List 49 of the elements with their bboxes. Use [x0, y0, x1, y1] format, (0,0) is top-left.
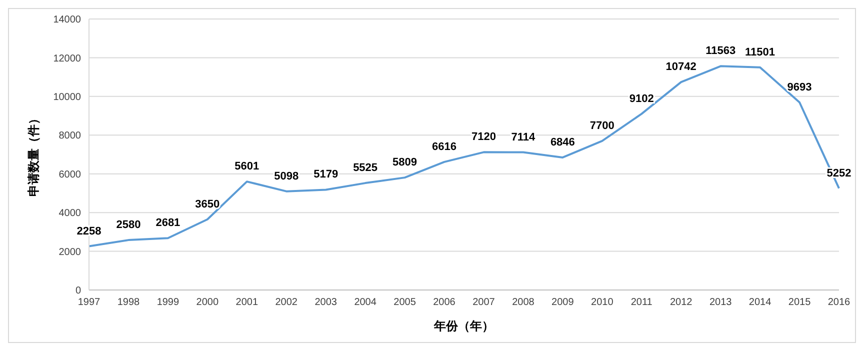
data-label: 5525	[353, 162, 378, 174]
data-label: 6846	[550, 136, 575, 148]
data-label: 9693	[787, 81, 812, 94]
data-label: 2580	[116, 219, 141, 232]
x-tick-label: 2014	[748, 297, 772, 308]
x-tick-label: 2007	[472, 297, 496, 308]
data-label: 11501	[745, 46, 776, 58]
data-label: 9102	[629, 92, 654, 105]
x-tick-label: 2001	[236, 297, 258, 308]
y-tick-label: 6000	[58, 169, 82, 180]
x-tick-label: 2000	[196, 297, 219, 308]
data-label: 10742	[666, 61, 696, 74]
x-tick-label: 2013	[709, 297, 732, 308]
x-tick-label: 2004	[354, 297, 377, 308]
x-axis-title: 年份（年）	[433, 319, 494, 333]
y-tick-label: 4000	[58, 208, 82, 220]
data-label: 7120	[471, 131, 496, 144]
x-tick-label: 2009	[552, 297, 574, 308]
data-label: 3650	[195, 198, 220, 210]
y-tick-label: 14000	[53, 14, 82, 26]
x-tick-label: 2016	[828, 297, 851, 308]
x-tick-label: 2006	[433, 297, 456, 308]
data-label: 5179	[314, 168, 338, 181]
data-label: 7700	[590, 120, 614, 132]
data-label: 2258	[76, 225, 102, 238]
data-label: 5809	[392, 156, 418, 169]
x-tick-label: 2008	[512, 297, 535, 308]
y-tick-label: 0	[75, 286, 82, 297]
data-label: 2681	[156, 217, 180, 230]
x-tick-label: 2010	[591, 297, 614, 308]
x-tick-label: 1997	[78, 297, 101, 308]
x-tick-label: 2015	[788, 297, 812, 308]
y-tick-label: 10000	[53, 92, 82, 103]
data-label: 5098	[274, 170, 299, 182]
x-tick-label: 2005	[394, 297, 416, 308]
y-tick-label: 12000	[53, 53, 82, 64]
x-tick-label: 1998	[117, 297, 140, 308]
x-tick-label: 2002	[275, 297, 298, 308]
x-tick-label: 2003	[314, 297, 338, 308]
data-label: 7114	[511, 131, 536, 144]
y-tick-label: 8000	[58, 130, 82, 142]
y-axis-title: 申请数量（件）	[26, 112, 40, 196]
data-label: 6616	[432, 140, 457, 153]
y-tick-label: 2000	[58, 246, 82, 258]
x-tick-label: 2012	[670, 297, 693, 308]
data-label: 11563	[706, 45, 736, 58]
x-tick-label: 1999	[156, 297, 180, 308]
data-label: 5601	[234, 160, 260, 173]
x-tick-label: 2011	[630, 297, 653, 308]
